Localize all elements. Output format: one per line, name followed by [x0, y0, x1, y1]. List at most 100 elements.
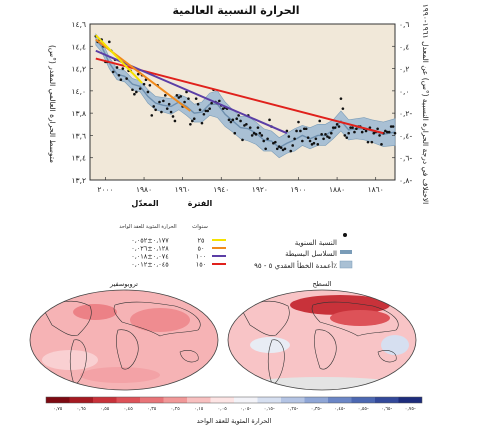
annual-point — [264, 147, 267, 151]
colorbar-swatch — [116, 397, 140, 403]
annual-point — [302, 127, 306, 131]
legend-rate-value: ٠,٠٤٥±٠,٠١٢ — [131, 261, 169, 269]
continent-outline — [116, 329, 139, 370]
annual-point — [364, 129, 368, 133]
legend-smooth-label: السلاسل البسيطة — [285, 250, 337, 258]
annual-point — [372, 131, 376, 135]
continent-outline — [179, 350, 199, 363]
annual-point — [171, 115, 175, 118]
colorbar-label: ٠,٥٥ — [100, 407, 110, 412]
y-right-tick-label: ٠,٠ — [399, 87, 409, 96]
annual-point — [237, 114, 240, 117]
annual-point — [194, 97, 198, 100]
x-tick-label: ١٩٤٠ — [213, 185, 229, 194]
map-left-patch — [130, 308, 190, 332]
annual-point — [320, 133, 323, 136]
legend-rate-unit: الحرارة المئوية للعقد الواحد — [119, 224, 176, 230]
annual-point — [268, 118, 271, 122]
annual-point — [376, 127, 379, 131]
annual-point — [248, 126, 252, 129]
colorbar-swatch — [375, 397, 399, 403]
annual-point — [293, 137, 296, 141]
x-tick-label: ١٨٨٠ — [329, 185, 345, 194]
trend-legend: ٠,١٧٧±٠,٠٥٢ ٢٥ ٠,١٢٨±٠,٠٢٦ ٥٠ ٠,٠٧٤±٠,٠١٨ ١٠٠… — [131, 237, 226, 269]
continent-outline — [113, 301, 201, 337]
annual-point — [210, 101, 213, 105]
y-right-tick-label: ٠,٤- — [399, 131, 412, 140]
continent-outline — [377, 350, 397, 363]
trend-line — [95, 34, 143, 84]
map-right-patch — [381, 335, 409, 355]
annual-point — [353, 130, 356, 134]
colorbar-swatch — [398, 397, 422, 403]
annual-point — [111, 70, 115, 74]
annual-point — [279, 146, 283, 149]
annual-point — [136, 72, 140, 76]
annual-point — [200, 121, 204, 125]
annual-point — [291, 144, 294, 147]
continent-outline — [267, 339, 285, 385]
annual-point — [179, 95, 183, 98]
annual-point — [331, 126, 335, 129]
annual-point — [316, 143, 320, 146]
annual-point — [274, 140, 277, 144]
annual-point — [158, 100, 161, 104]
colorbar-swatch — [210, 397, 234, 403]
annual-point — [370, 140, 374, 144]
annual-point — [345, 136, 349, 139]
annual-point — [233, 131, 237, 135]
colorbar-label: ٠,١٥ — [194, 407, 204, 412]
colorbar-swatch — [46, 397, 70, 403]
colorbar-label: ٠,٥٥- — [358, 407, 369, 412]
colorbar-swatch — [328, 397, 352, 403]
map-right-border — [227, 289, 417, 391]
annual-point — [326, 135, 329, 138]
annual-point — [183, 100, 186, 104]
annual-point — [146, 90, 150, 94]
chart-title: الحرارة النسبية العالمية — [172, 4, 299, 17]
annual-point — [175, 94, 179, 97]
x-tick-label: ١٩٢٠ — [252, 185, 268, 194]
annual-point — [125, 77, 128, 80]
map-left-patch — [73, 304, 117, 320]
colorbar-label: ٠,٣٥- — [311, 406, 322, 412]
plot-area — [89, 23, 396, 181]
map-left-patch — [80, 367, 160, 383]
legend-period-unit: سنوات — [192, 224, 208, 230]
y-left-tick-label: ١٤,٠ — [72, 87, 86, 96]
annual-point — [119, 78, 123, 82]
annual-point — [138, 87, 142, 90]
annual-point — [163, 94, 167, 97]
y-right-tick-label: ٠,٢ — [399, 65, 409, 74]
annual-point — [304, 127, 308, 131]
annual-point — [177, 96, 181, 99]
annual-point — [295, 129, 298, 133]
legend-period-value: ١٠٠ — [196, 253, 206, 261]
annual-point — [297, 120, 300, 124]
annual-point — [187, 97, 190, 100]
annual-point — [335, 122, 339, 126]
colorbar-swatch — [234, 397, 258, 403]
annual-point — [349, 126, 352, 129]
y-left-tick-label: ١٤,٤ — [72, 42, 86, 51]
annual-point — [283, 147, 287, 151]
annual-point — [366, 140, 370, 144]
annual-point — [391, 125, 395, 128]
annual-point — [133, 92, 136, 96]
map-left-border — [29, 289, 219, 391]
annual-point — [258, 131, 262, 135]
colorbar-label: ٠,٠٥- — [240, 407, 251, 412]
legend-period-value: ٥٠ — [198, 245, 205, 253]
smooth-series-layer — [95, 39, 396, 149]
annual-point — [368, 126, 372, 129]
annual-point — [337, 125, 341, 128]
right-axis-title: الاختلاف في درجة الحرارة النسبية (°س) عن… — [421, 4, 430, 205]
annual-point — [218, 99, 221, 103]
annual-point — [142, 82, 146, 86]
annual-point — [192, 117, 196, 121]
colorbar-label: ٠,٣٥ — [147, 406, 157, 412]
continent-outline — [69, 339, 87, 385]
annual-point — [378, 134, 381, 137]
annual-point — [131, 88, 134, 92]
colorbar-swatch — [163, 397, 187, 403]
